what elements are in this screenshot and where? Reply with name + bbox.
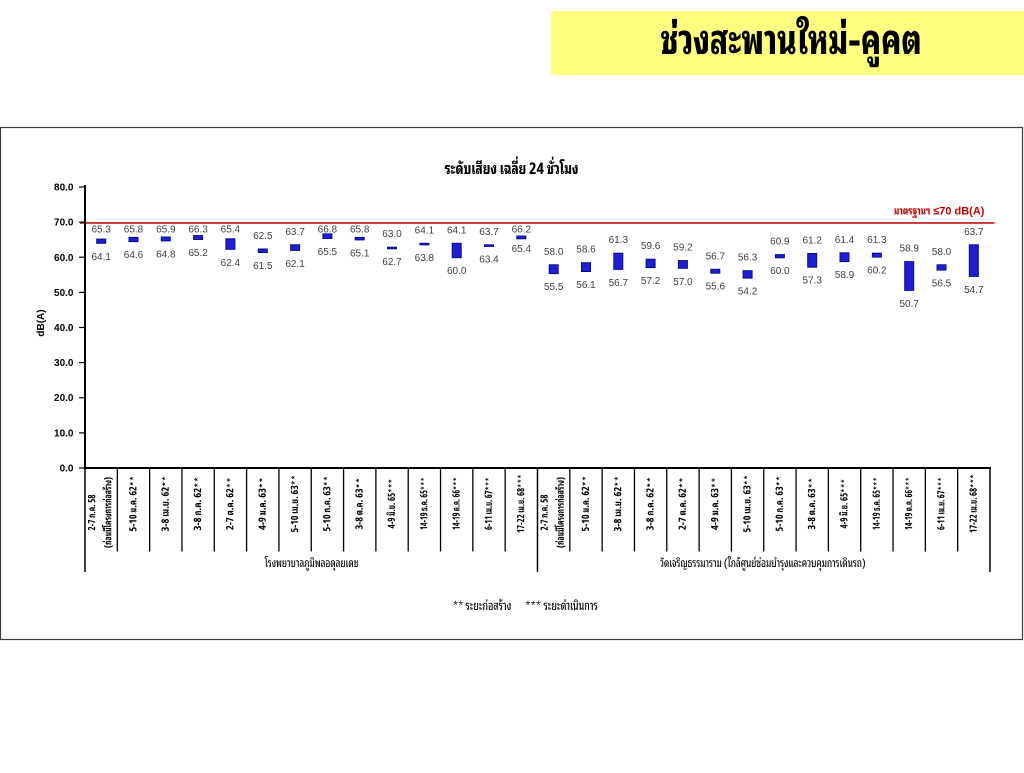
svg-text:61.2: 61.2 — [802, 236, 822, 247]
svg-text:20.0: 20.0 — [54, 393, 74, 404]
svg-text:60.0: 60.0 — [770, 266, 790, 277]
svg-text:64.6: 64.6 — [124, 250, 144, 261]
svg-text:64.1: 64.1 — [447, 225, 467, 236]
svg-text:65.5: 65.5 — [318, 247, 338, 258]
svg-text:40.0: 40.0 — [54, 323, 74, 334]
svg-text:62.5: 62.5 — [253, 231, 273, 242]
svg-text:61.5: 61.5 — [253, 261, 273, 272]
svg-text:60.0: 60.0 — [447, 266, 467, 277]
svg-text:58.0: 58.0 — [544, 247, 564, 258]
svg-text:63.7: 63.7 — [479, 227, 499, 238]
svg-text:56.3: 56.3 — [738, 253, 758, 264]
svg-text:64.1: 64.1 — [415, 225, 435, 236]
svg-text:65.9: 65.9 — [156, 224, 176, 235]
svg-text:58.9: 58.9 — [899, 244, 919, 255]
svg-text:0.0: 0.0 — [60, 464, 74, 475]
svg-text:64.1: 64.1 — [91, 252, 111, 263]
svg-text:65.8: 65.8 — [124, 224, 144, 235]
svg-text:65.2: 65.2 — [188, 248, 208, 259]
svg-text:57.3: 57.3 — [802, 276, 822, 287]
svg-text:65.4: 65.4 — [512, 244, 532, 255]
svg-text:61.4: 61.4 — [835, 235, 855, 246]
svg-text:66.8: 66.8 — [318, 224, 338, 235]
svg-text:57.2: 57.2 — [641, 276, 661, 287]
svg-text:54.2: 54.2 — [738, 287, 758, 298]
svg-text:66.3: 66.3 — [188, 224, 208, 235]
svg-text:70.0: 70.0 — [54, 218, 74, 229]
svg-text:57.0: 57.0 — [673, 277, 693, 288]
svg-text:50.0: 50.0 — [54, 288, 74, 299]
svg-text:55.5: 55.5 — [544, 282, 564, 293]
svg-text:62.7: 62.7 — [382, 257, 402, 268]
svg-text:61.3: 61.3 — [867, 235, 887, 246]
svg-text:55.6: 55.6 — [706, 282, 726, 293]
svg-text:65.1: 65.1 — [350, 248, 370, 259]
svg-text:50.7: 50.7 — [899, 299, 919, 310]
svg-text:66.2: 66.2 — [512, 224, 532, 235]
svg-text:56.5: 56.5 — [932, 279, 952, 290]
svg-text:63.7: 63.7 — [285, 227, 305, 238]
svg-text:58.6: 58.6 — [576, 245, 596, 256]
svg-text:65.8: 65.8 — [350, 224, 370, 235]
svg-text:63.0: 63.0 — [382, 229, 402, 240]
svg-text:61.3: 61.3 — [609, 235, 629, 246]
svg-text:56.7: 56.7 — [706, 251, 726, 262]
svg-text:62.4: 62.4 — [221, 258, 241, 269]
svg-text:60.9: 60.9 — [770, 237, 790, 248]
svg-text:56.1: 56.1 — [576, 280, 596, 291]
svg-text:58.0: 58.0 — [932, 247, 952, 258]
svg-text:63.8: 63.8 — [415, 253, 435, 264]
svg-text:63.4: 63.4 — [479, 254, 499, 265]
svg-text:59.2: 59.2 — [673, 243, 693, 254]
svg-text:64.8: 64.8 — [156, 249, 176, 260]
svg-text:62.1: 62.1 — [285, 259, 305, 270]
svg-text:58.9: 58.9 — [835, 270, 855, 281]
svg-text:60.2: 60.2 — [867, 266, 887, 277]
svg-text:65.4: 65.4 — [221, 224, 241, 235]
svg-text:54.7: 54.7 — [964, 285, 984, 296]
svg-text:65.3: 65.3 — [91, 224, 111, 235]
svg-text:80.0: 80.0 — [54, 183, 74, 194]
svg-text:30.0: 30.0 — [54, 358, 74, 369]
svg-text:63.7: 63.7 — [964, 227, 984, 238]
svg-text:dB(A): dB(A) — [36, 309, 47, 336]
svg-text:10.0: 10.0 — [54, 428, 74, 439]
svg-text:56.7: 56.7 — [609, 278, 629, 289]
svg-text:≤70 dB(A): ≤70 dB(A) — [933, 206, 985, 218]
svg-text:59.6: 59.6 — [641, 241, 661, 252]
svg-text:60.0: 60.0 — [54, 253, 74, 264]
